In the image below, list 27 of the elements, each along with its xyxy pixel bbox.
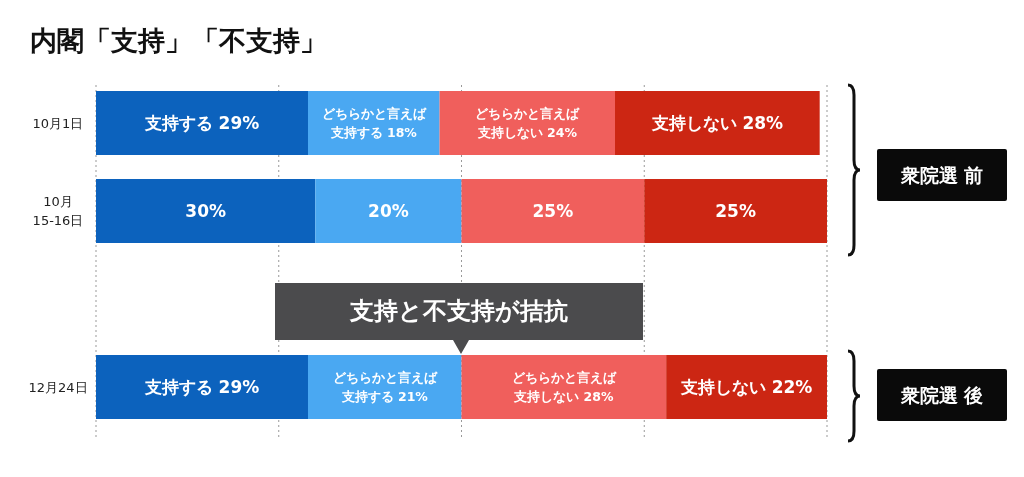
annotation: 支持と不支持が拮抗	[349, 297, 568, 325]
data-label: どちらかと言えば支持しない 24%	[475, 106, 581, 140]
data-label: どちらかと言えば支持する 21%	[332, 370, 438, 404]
data-label: 20%	[368, 201, 409, 221]
data-label: どちらかと言えば支持しない 28%	[511, 370, 617, 404]
bar	[666, 355, 827, 419]
y-tick-label: 12月24日	[28, 379, 88, 395]
data-label: 支持しない 28%	[650, 113, 784, 133]
bar	[615, 91, 820, 155]
data-label: どちらかと言えば支持する 18%	[321, 106, 427, 140]
bar	[644, 179, 827, 243]
data-label: 25%	[532, 201, 574, 221]
data-label: 支持しない 22%	[679, 377, 813, 397]
bar	[461, 179, 645, 243]
bar	[96, 179, 316, 243]
bar	[96, 355, 308, 419]
data-label: 25%	[715, 201, 756, 221]
data-label: 30%	[185, 201, 226, 221]
text: 衆院選 後	[899, 384, 984, 406]
bar	[96, 91, 308, 155]
chart-title: 内閣「支持」「不支持」	[30, 24, 327, 56]
y-tick-label: 10月1日	[32, 115, 84, 131]
text: 衆院選 前	[899, 164, 984, 186]
data-label: 支持する 29%	[143, 113, 260, 133]
y-tick-label: 10月 15-16日	[32, 194, 84, 228]
data-label: 支持する 29%	[143, 377, 260, 397]
bar	[315, 179, 462, 243]
